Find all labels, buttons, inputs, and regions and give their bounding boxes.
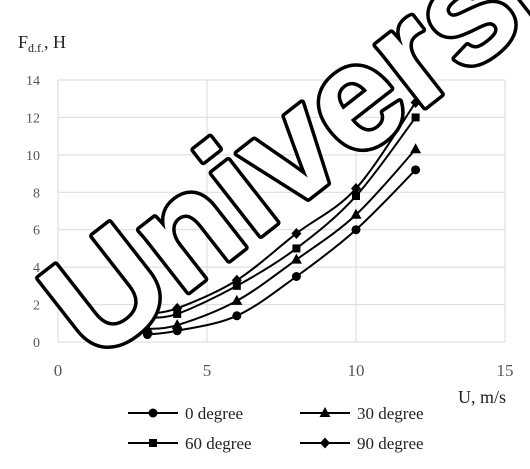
data-point [291,227,302,239]
legend-item: 30 degree [300,404,424,423]
data-point [290,253,302,264]
data-point [231,274,242,286]
y-axis-title-main: F [18,32,28,52]
data-point [352,192,360,201]
watermark: University [11,0,530,390]
y-axis-title-sub: d.f. [28,41,44,55]
legend-marker [148,408,158,418]
y-axis-title-unit: , H [44,32,66,52]
legend-label: 60 degree [185,434,252,453]
y-tick-label: 14 [26,74,40,89]
data-point [411,165,421,175]
data-point [172,302,183,314]
legend-item: 0 degree [128,404,243,423]
legend-item: 90 degree [300,434,424,453]
data-point [173,309,182,318]
y-tick-label: 6 [33,224,40,239]
data-point [411,113,420,122]
y-tick-label: 0 [33,336,40,351]
data-point [410,96,421,108]
data-point [292,244,301,253]
data-point [351,183,361,195]
data-point [232,281,241,290]
data-point [410,143,422,154]
legend-marker [149,439,157,447]
legend: 0 degree 30 degree 60 degree 90 degree [128,404,424,453]
legend-marker [319,407,331,417]
y-tick-label: 2 [33,299,40,314]
data-point [142,308,153,320]
grid [57,79,506,343]
y-tick-label: 8 [33,186,40,201]
y-axis-title: Fd.f., H [18,32,66,55]
x-tick-label: 0 [54,361,63,380]
data-point [171,319,183,330]
y-tick-labels: 0 2 4 6 8 10 12 14 [26,74,40,351]
data-point [350,208,362,219]
x-tick-label: 10 [348,361,365,380]
series-1 [141,143,422,333]
legend-label: 0 degree [185,404,243,423]
data-point [141,322,153,333]
y-tick-label: 10 [26,149,40,164]
data-point [291,272,301,281]
y-tick-label: 12 [26,111,40,126]
legend-label: 30 degree [357,404,424,423]
legend-marker [320,437,330,449]
legend-item: 60 degree [128,434,252,453]
data-point [351,225,361,235]
series-3 [142,96,421,320]
x-tick-label: 15 [497,361,514,380]
x-tick-labels: 0 5 10 15 [54,361,514,380]
y-tick-label: 4 [33,261,40,276]
legend-label: 90 degree [357,434,424,453]
x-axis-title: U, m/s [458,387,506,407]
data-point [231,294,243,305]
series-group [141,96,422,340]
data-point [232,311,242,321]
x-tick-label: 5 [203,361,212,380]
